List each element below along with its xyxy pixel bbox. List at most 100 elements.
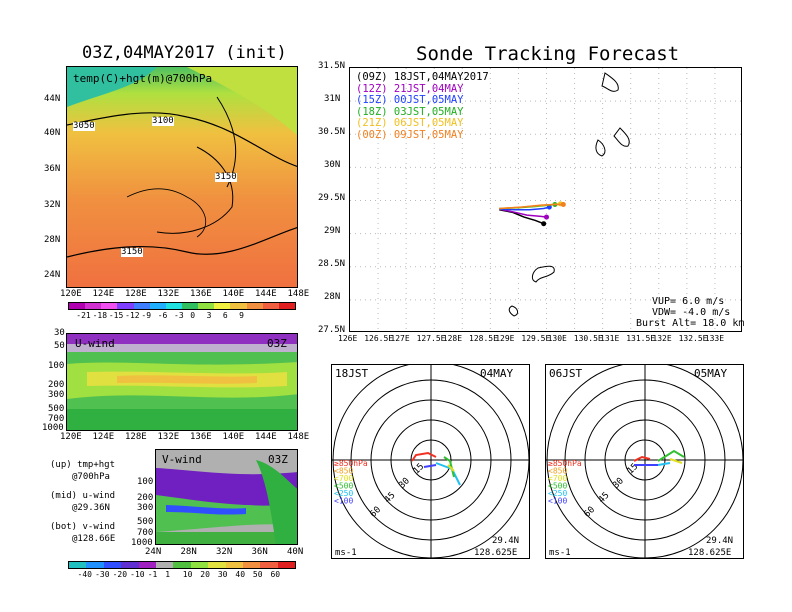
lat-tick: 29.5N (318, 193, 346, 203)
lon-tick: 131.5E (626, 334, 656, 343)
track-endpoint (541, 221, 547, 227)
lon-tick: 124E (92, 289, 115, 299)
colorbar-swatch (69, 562, 87, 568)
colorbar-label: 30 (217, 570, 228, 579)
v-wind-label: V-wind (162, 453, 202, 466)
hodograph-label: ms-1 (549, 548, 571, 558)
hodograph-trace (447, 464, 455, 472)
lon-tick: 120E (60, 289, 82, 299)
level-legend: <250 (548, 489, 567, 498)
lon-tick: 128E (125, 432, 147, 442)
lon-tick: 120E (60, 432, 82, 442)
colorbar-label: 9 (239, 311, 244, 320)
pressure-tick: 700 (48, 414, 65, 424)
level-legend: ≥850hPa (334, 459, 368, 468)
v-wind-time: 03Z (268, 453, 288, 466)
colorbar-swatch (277, 562, 296, 568)
lat-tick: 28N (180, 547, 197, 557)
colorbar-label: 10 (182, 570, 193, 579)
legend-entry: (00Z) 09JST,05MAY (356, 128, 464, 141)
contour-label: 3050 (73, 121, 95, 131)
level-legend: <100 (334, 497, 353, 506)
wind-colorbar (68, 561, 296, 569)
coastline-island (613, 127, 630, 147)
colorbar-label: 20 (200, 570, 210, 579)
note-mid-level: @29.36N (72, 503, 110, 513)
hodograph-label: 29.4N (492, 536, 519, 546)
hodograph-trace (411, 451, 437, 462)
level-legend: <850 (548, 467, 567, 476)
lon-tick: 129.5E (521, 334, 551, 343)
lon-tick: 132.5E (678, 334, 708, 343)
colorbar-swatch (133, 303, 150, 309)
hodograph-trace (657, 449, 685, 462)
hodograph-trace (657, 462, 671, 466)
lon-tick: 140E (222, 432, 245, 442)
colorbar-label: -10 (130, 570, 145, 579)
colorbar-swatch (260, 562, 278, 568)
hodograph-label: 05MAY (694, 367, 727, 380)
ring-label: 60 (582, 505, 597, 520)
lat-tick: 36N (44, 164, 61, 174)
lat-tick: 28.5N (318, 259, 346, 269)
param-vup: VUP= 6.0 m/s (652, 296, 725, 307)
legend-entry: (12Z) 21JST,04MAY (356, 82, 464, 95)
lon-tick: 128.5E (469, 334, 498, 343)
tracking-map (349, 67, 742, 332)
colorbar-swatch (190, 562, 209, 568)
colorbar-label: 0 (190, 311, 196, 320)
colorbar-swatch (246, 303, 263, 309)
note-up: (up) tmp+hgt (50, 460, 116, 470)
lon-tick: 131E (600, 334, 620, 343)
lon-tick: 126.5E (364, 334, 394, 343)
note-mid: (mid) u-wind (50, 491, 116, 501)
colorbar-label: -1 (147, 570, 158, 579)
colorbar-swatch (85, 303, 102, 309)
u-wind-label: U-wind (75, 337, 115, 350)
colorbar-label: 50 (252, 570, 263, 579)
v-wind-section: V-wind 03Z (155, 449, 298, 545)
level-legend: <850 (334, 467, 353, 476)
hodograph-1: 15 30 45 60 18JST 04MAY ms-1 29.4N 128.625E ≥850h… (331, 364, 530, 559)
lat-tick: 36N (251, 547, 268, 557)
param-vdw: VDW= -4.0 m/s (652, 307, 731, 318)
coastline-island (595, 139, 606, 157)
level-legend: <700 (334, 474, 353, 483)
hodograph-label: 29.4N (706, 536, 733, 546)
note-bot-level: @128.66E (72, 534, 116, 544)
pressure-tick: 50 (54, 341, 65, 351)
lon-tick: 140E (222, 289, 245, 299)
pressure-tick: 300 (48, 390, 65, 400)
u-wind-time: 03Z (267, 337, 287, 350)
hodograph-label: ms-1 (335, 548, 357, 558)
lon-tick: 130.5E (573, 334, 603, 343)
u-wind-section: U-wind 03Z (66, 333, 298, 431)
level-legend: ≥850hPa (548, 459, 582, 468)
hodograph-2: 15 30 45 60 06JST 05MAY ms-1 29.4N 128.625E ≥850h… (545, 364, 744, 559)
colorbar-label: -3 (174, 311, 184, 320)
contour-label: 3100 (152, 116, 174, 126)
hodograph-label: 128.625E (688, 548, 731, 558)
legend-entry: (09Z) 18JST,04MAY2017 (356, 71, 489, 83)
colorbar-swatch (121, 562, 139, 568)
temperature-map: temp(C)+hgt(m)@700hPa 3050 3100 3150 315… (66, 66, 298, 288)
pressure-tick: 1000 (42, 423, 64, 433)
lat-tick: 30N (324, 160, 341, 170)
hodograph-label: 18JST (335, 367, 368, 380)
colorbar-swatch (198, 303, 215, 309)
colorbar-label: 60 (270, 570, 281, 579)
u-wind-svg (67, 334, 297, 430)
lon-tick: 136E (190, 432, 212, 442)
level-legend: <500 (334, 482, 353, 491)
colorbar-label: -20 (112, 570, 128, 579)
temperature-colorbar (68, 302, 296, 310)
pressure-tick: 30 (54, 328, 65, 338)
coastline-island (601, 72, 619, 92)
track-endpoint (544, 214, 549, 220)
lat-tick: 32N (216, 547, 233, 557)
level-legend: <100 (548, 497, 567, 506)
pressure-tick: 500 (48, 404, 65, 414)
lat-tick: 40N (287, 547, 304, 557)
lon-tick: 128E (442, 334, 463, 343)
track-line (499, 206, 550, 211)
